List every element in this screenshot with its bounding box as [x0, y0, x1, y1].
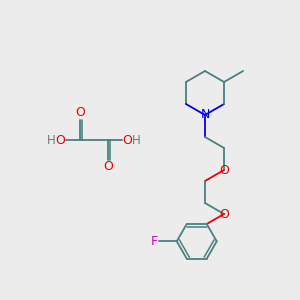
Text: O: O — [103, 160, 113, 173]
Text: O: O — [219, 164, 229, 176]
Text: O: O — [75, 106, 85, 119]
Text: O: O — [55, 134, 65, 146]
Text: H: H — [132, 134, 140, 146]
Text: F: F — [151, 235, 158, 248]
Text: H: H — [46, 134, 56, 146]
Text: O: O — [122, 134, 132, 146]
Text: N: N — [200, 109, 210, 122]
Text: O: O — [219, 208, 229, 220]
